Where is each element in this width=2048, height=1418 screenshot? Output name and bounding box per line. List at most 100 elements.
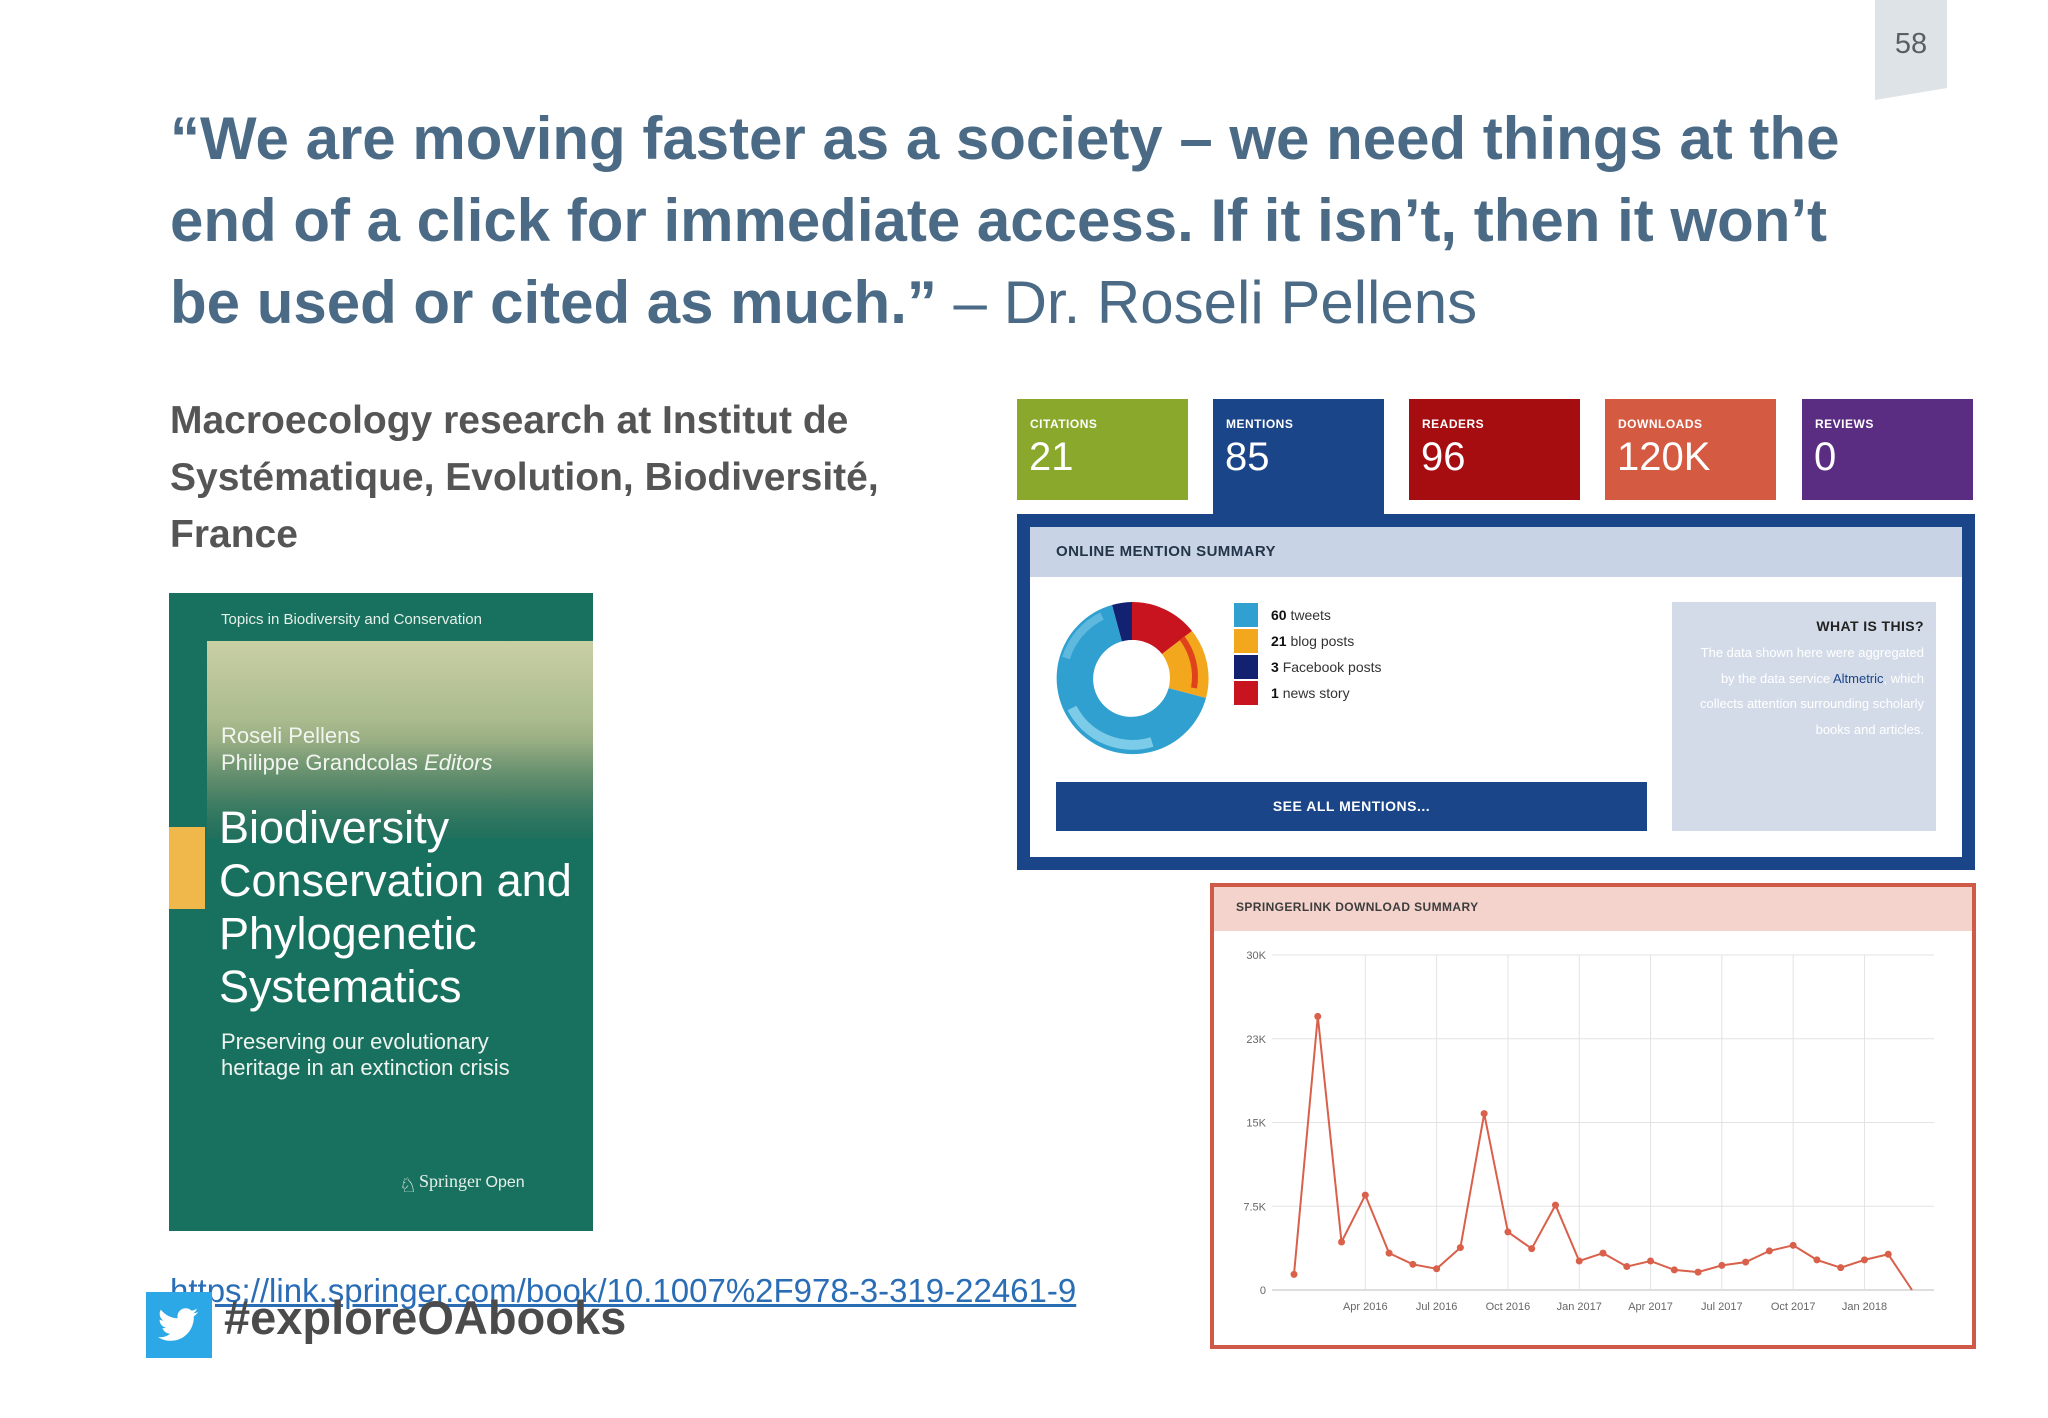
see-all-mentions-button[interactable]: SEE ALL MENTIONS... — [1056, 782, 1647, 831]
cover-editor-2-line: Philippe Grandcolas Editors — [221, 750, 493, 776]
data-point — [1456, 1244, 1464, 1252]
cover-series: Topics in Biodiversity and Conservation — [221, 611, 482, 628]
page-number-tab — [1875, 0, 1947, 100]
data-point — [1884, 1250, 1892, 1258]
data-point — [1670, 1266, 1678, 1274]
metric-label: CITATIONS — [1030, 417, 1098, 431]
x-tick-label: Jul 2017 — [1701, 1301, 1743, 1313]
metric-tile-reviews[interactable]: REVIEWS 0 — [1802, 399, 1973, 500]
metric-value: 96 — [1421, 435, 1466, 479]
twitter-icon — [146, 1292, 212, 1358]
y-tick-label: 15K — [1246, 1118, 1266, 1130]
data-point — [1528, 1245, 1536, 1253]
data-point — [1433, 1265, 1441, 1273]
metric-label: READERS — [1422, 417, 1485, 431]
metric-label: REVIEWS — [1815, 417, 1874, 431]
what-text-pre: The data shown here were aggregated by t… — [1700, 645, 1924, 686]
what-is-this-box — [1672, 602, 1936, 831]
y-tick-label: 30K — [1246, 950, 1266, 962]
legend-item-blogs[interactable]: 21 blog posts — [1271, 633, 1354, 649]
legend-item-facebook[interactable]: 3 Facebook posts — [1271, 659, 1382, 675]
data-point — [1314, 1012, 1322, 1020]
research-subtitle: Macroecology research at Institut de Sys… — [170, 399, 879, 556]
y-tick-label: 0 — [1260, 1285, 1266, 1297]
y-tick-label: 7.5K — [1243, 1201, 1266, 1213]
chart-title: SPRINGERLINK DOWNLOAD SUMMARY — [1236, 900, 1479, 914]
metric-tile-mentions[interactable]: MENTIONS 85 — [1213, 399, 1384, 514]
altmetric-link[interactable]: Altmetric — [1832, 670, 1884, 686]
book-link[interactable]: https://link.springer.com/book/10.1007%2… — [170, 1272, 1077, 1309]
x-tick-label: Apr 2016 — [1343, 1301, 1388, 1313]
data-point — [1361, 1191, 1369, 1199]
data-point — [1409, 1260, 1417, 1268]
cover-image-shade — [207, 743, 593, 843]
legend-swatch-blogs — [1234, 629, 1258, 653]
data-point — [1694, 1268, 1702, 1276]
metric-tile-downloads[interactable]: DOWNLOADS 120K — [1605, 399, 1776, 500]
cover-subtitle: Preserving our evolutionary heritage in … — [221, 1029, 510, 1080]
quote-text: “We are moving faster as a society – we … — [170, 105, 1840, 336]
x-tick-label: Oct 2016 — [1486, 1301, 1531, 1313]
legend-count: 3 — [1271, 659, 1279, 675]
book-cover[interactable]: Topics in Biodiversity and Conservation … — [169, 593, 593, 1231]
data-point — [1599, 1249, 1607, 1257]
data-point — [1338, 1238, 1346, 1246]
data-point — [1837, 1264, 1845, 1272]
legend-item-news[interactable]: 1 news story — [1271, 685, 1350, 701]
metric-tile-readers[interactable]: READERS 96 — [1409, 399, 1580, 500]
data-point — [1718, 1261, 1726, 1269]
altmetric-donut — [1054, 600, 1210, 761]
cover-publisher: Springer Open — [419, 1171, 525, 1192]
data-point — [1623, 1263, 1631, 1271]
data-point — [1480, 1110, 1488, 1118]
cover-accent-bar — [169, 827, 205, 909]
metric-label: MENTIONS — [1226, 417, 1294, 431]
publisher-name: Springer — [419, 1171, 481, 1191]
cover-editor-1: Roseli Pellens — [221, 723, 361, 748]
cover-title: Biodiversity Conservation and Phylogenet… — [219, 802, 572, 1012]
data-point — [1504, 1228, 1512, 1236]
data-point — [1789, 1241, 1797, 1249]
legend-count: 60 — [1271, 607, 1287, 623]
x-tick-label: Oct 2017 — [1771, 1301, 1816, 1313]
mention-summary-title: ONLINE MENTION SUMMARY — [1056, 543, 1276, 560]
metric-value: 0 — [1814, 435, 1837, 479]
legend-label: tweets — [1290, 607, 1331, 623]
hashtag: #exploreOAbooks — [224, 1291, 627, 1344]
legend-label: news story — [1282, 685, 1350, 701]
data-point — [1647, 1257, 1655, 1265]
download-chart-header — [1214, 887, 1972, 931]
legend-item-tweets[interactable]: 60 tweets — [1271, 607, 1331, 623]
publisher-suffix: Open — [485, 1174, 525, 1191]
legend-swatch-facebook — [1234, 655, 1258, 679]
data-point — [1742, 1258, 1750, 1266]
metric-value: 21 — [1029, 435, 1074, 479]
springer-horse-icon: ♘ — [399, 1175, 417, 1197]
metric-value: 120K — [1617, 435, 1711, 479]
data-point — [1551, 1201, 1559, 1209]
data-point — [1575, 1257, 1583, 1265]
download-chart-frame — [1210, 883, 1976, 1349]
quote-block: “We are moving faster as a society – we … — [170, 98, 1870, 344]
x-tick-label: Jan 2017 — [1557, 1301, 1602, 1313]
legend-count: 21 — [1271, 633, 1287, 649]
data-point — [1385, 1249, 1393, 1257]
series-line — [1293, 1016, 1913, 1291]
download-chart: 30K 23K 15K 7.5K 0 Apr 2016 Jul 2016 Oct 2016 Ja… — [1243, 950, 1934, 1313]
metric-tile-citations[interactable]: CITATIONS 21 — [1017, 399, 1188, 500]
what-is-this-text: The data shown here were aggregated by t… — [1690, 640, 1924, 742]
mention-summary-header — [1030, 527, 1962, 577]
data-point — [1813, 1256, 1821, 1264]
cover-editor-2: Philippe Grandcolas — [221, 750, 418, 775]
legend-count: 1 — [1271, 685, 1279, 701]
legend-label: blog posts — [1290, 633, 1355, 649]
data-point — [1290, 1270, 1298, 1278]
what-text-post: , which collects attention surrounding s… — [1699, 670, 1924, 737]
cover-editors-role: Editors — [424, 750, 493, 775]
y-tick-label: 23K — [1246, 1034, 1266, 1046]
metric-label: DOWNLOADS — [1618, 417, 1703, 431]
legend-swatch-news — [1234, 681, 1258, 705]
legend-label: Facebook posts — [1282, 659, 1382, 675]
legend-swatch-tweets — [1234, 603, 1258, 627]
data-point — [1860, 1256, 1868, 1264]
